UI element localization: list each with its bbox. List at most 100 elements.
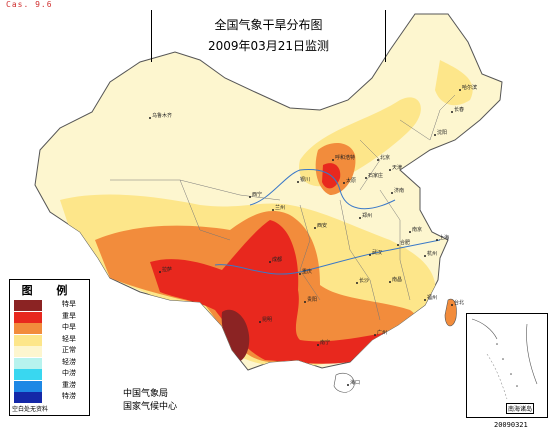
city-label: 西安	[317, 222, 327, 229]
city-marker	[389, 169, 391, 171]
city-marker	[451, 111, 453, 113]
legend-item: 重涝	[14, 380, 86, 393]
city-marker	[409, 231, 411, 233]
zone-extreme-drought	[221, 309, 250, 362]
city-marker	[272, 209, 274, 211]
city-label: 重庆	[302, 268, 312, 275]
legend: 图 例 特旱 重旱 中旱 轻旱 正常 轻涝 中涝 重涝 特涝 空白处无资料	[9, 279, 90, 416]
city-label: 成都	[272, 256, 282, 263]
city-label: 合肥	[400, 239, 410, 246]
drought-zones	[60, 60, 473, 367]
legend-label: 中旱	[62, 323, 76, 331]
city-marker	[369, 254, 371, 256]
city-marker	[397, 244, 399, 246]
city-marker	[343, 182, 345, 184]
city-marker	[317, 344, 319, 346]
inset-label: 南海诸岛	[506, 403, 535, 414]
city-label: 昆明	[262, 317, 272, 323]
map-subtitle: 2009年03月21日监测	[207, 39, 330, 53]
city-marker	[314, 227, 316, 229]
city-label: 北京	[380, 154, 390, 161]
city-marker	[436, 239, 438, 241]
city-marker	[299, 273, 301, 275]
city-marker	[332, 159, 334, 161]
legend-item: 中旱	[14, 323, 86, 335]
city-label: 兰州	[275, 204, 285, 211]
legend-label: 特涝	[62, 392, 76, 400]
city-label: 南宁	[320, 339, 330, 346]
city-label: 济南	[394, 187, 404, 194]
taiwan	[444, 298, 457, 327]
legend-no-data: 空白处无资料	[12, 406, 49, 413]
city-label: 武汉	[372, 249, 382, 256]
city-marker	[359, 217, 361, 219]
city-marker	[451, 304, 453, 306]
city-marker	[424, 255, 426, 257]
hainan	[333, 372, 355, 393]
legend-swatch	[14, 392, 42, 403]
city-marker	[459, 89, 461, 91]
city-label: 台北	[454, 299, 464, 306]
city-label: 上海	[439, 234, 449, 241]
city-label: 福州	[427, 294, 437, 301]
city-marker	[424, 299, 426, 301]
city-label: 哈尔滨	[462, 84, 477, 91]
city-label: 乌鲁木齐	[152, 112, 172, 119]
city-label: 广州	[377, 329, 387, 336]
legend-label: 正常	[62, 346, 76, 354]
city-label: 长春	[454, 106, 464, 113]
city-label: 西宁	[252, 191, 262, 198]
agency-line-2: 国家气候中心	[123, 402, 178, 412]
legend-label: 轻涝	[62, 357, 76, 366]
legend-swatch	[14, 357, 42, 369]
legend-item: 正常	[14, 346, 86, 358]
city-marker	[356, 282, 358, 284]
legend-item: 特涝	[14, 392, 86, 404]
city-label: 长沙	[359, 277, 369, 284]
legend-label: 重涝	[62, 380, 76, 389]
province-borders	[110, 94, 456, 321]
zone-light-drought-northeast	[435, 60, 473, 106]
city-marker	[149, 117, 151, 119]
zone-severe-drought	[150, 220, 401, 364]
legend-swatch	[14, 334, 42, 346]
legend-swatch	[14, 323, 42, 334]
city-marker	[389, 281, 391, 283]
city-marker	[269, 261, 271, 263]
city-marker	[365, 177, 367, 179]
city-marker	[434, 134, 436, 136]
city-marker	[159, 271, 161, 273]
legend-swatch	[14, 380, 42, 392]
city-label: 海口	[350, 379, 360, 386]
legend-title: 图 例	[21, 284, 78, 297]
city-marker	[374, 334, 376, 336]
legend-label: 中涝	[62, 369, 76, 377]
city-label: 太原	[346, 177, 356, 184]
city-label: 拉萨	[162, 266, 172, 273]
legend-label: 重旱	[62, 311, 76, 320]
legend-item: 中涝	[14, 369, 86, 381]
legend-item: 重旱	[14, 311, 86, 324]
city-label: 郑州	[362, 212, 372, 219]
legend-item: 轻涝	[14, 357, 86, 370]
agency-credit: 中国气象局 国家气候中心	[123, 388, 177, 414]
city-marker	[304, 301, 306, 303]
city-marker	[391, 192, 393, 194]
city-label: 呼和浩特	[335, 154, 355, 161]
city-marker	[249, 196, 251, 198]
legend-label: 轻旱	[62, 334, 76, 343]
bottom-stamp: 20090321	[494, 421, 528, 429]
title-box: 全国气象干旱分布图 2009年03月21日监测	[151, 10, 386, 62]
agency-line-1: 中国气象局	[123, 389, 169, 399]
city-label: 南昌	[392, 276, 402, 283]
city-marker	[377, 159, 379, 161]
city-label: 沈阳	[437, 129, 447, 136]
legend-swatch	[14, 311, 42, 323]
city-marker	[347, 384, 349, 386]
south-china-sea-inset	[466, 313, 548, 418]
legend-swatch	[14, 300, 42, 311]
city-label: 杭州	[427, 250, 437, 257]
